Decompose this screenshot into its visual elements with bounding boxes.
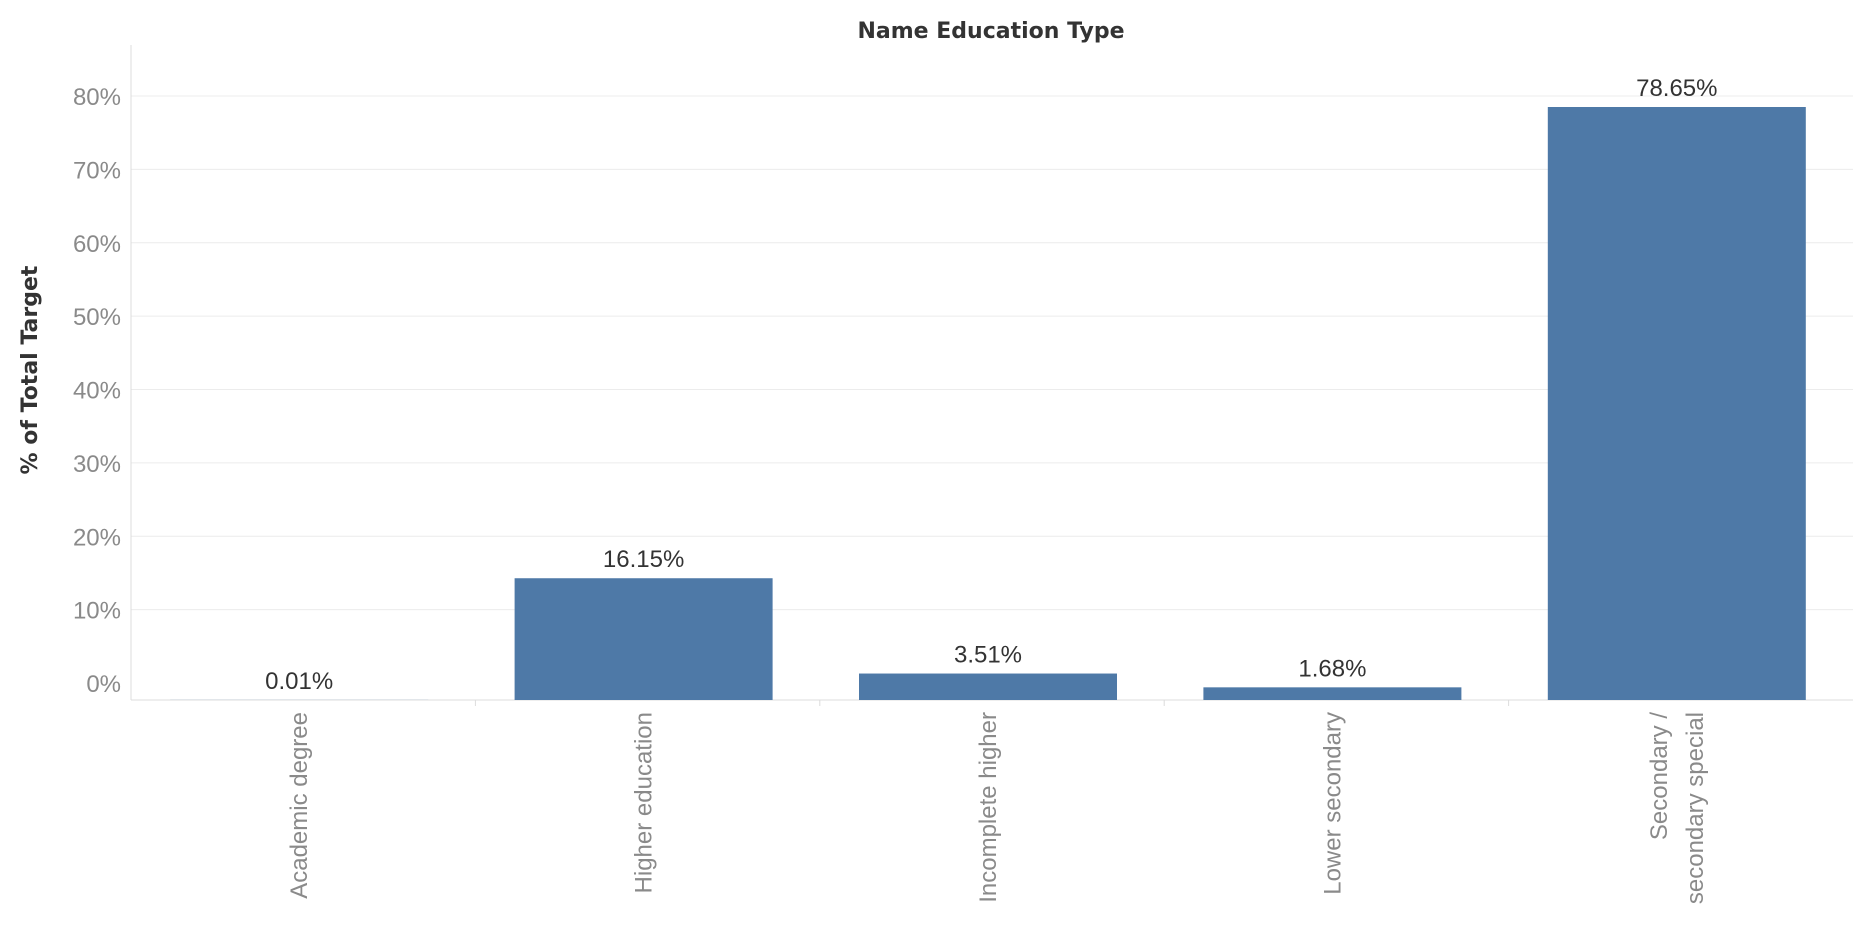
chart-title: Name Education Type	[858, 19, 1125, 44]
data-label: 78.65%	[1636, 75, 1717, 102]
y-tick-label: 40%	[73, 378, 121, 405]
data-label: 3.51%	[954, 642, 1022, 669]
bars	[170, 107, 1806, 700]
x-tick-label-line: Secondary /	[1646, 712, 1673, 840]
x-axis-ticks: Academic degree Higher education Incomplet…	[286, 700, 1709, 904]
y-tick-label: 0%	[86, 671, 121, 698]
y-tick-label: 30%	[73, 451, 121, 478]
bar	[1203, 687, 1462, 700]
x-tick-label: Lower secondary	[1319, 712, 1346, 895]
y-tick-label: 50%	[73, 304, 121, 331]
data-label: 1.68%	[1298, 655, 1366, 682]
y-tick-label: 60%	[73, 231, 121, 258]
x-tick-label: Higher education	[631, 712, 658, 893]
x-tick-label-line: Incomplete higher	[975, 712, 1002, 903]
data-labels: 0.01% 16.15% 3.51% 1.68% 78.65%	[265, 75, 1717, 695]
y-tick-label: 80%	[73, 84, 121, 111]
x-tick-label: Academic degree	[286, 712, 313, 899]
x-tick-label-line: Lower secondary	[1319, 712, 1346, 895]
y-axis-ticks: 0% 10% 20% 30% 40% 50% 60% 70% 80%	[73, 84, 121, 698]
y-axis-label: % of Total Target	[18, 265, 43, 474]
x-tick-label-line: secondary special	[1682, 712, 1709, 904]
gridlines	[131, 95, 1853, 611]
data-label: 0.01%	[265, 668, 333, 695]
x-tick-label-line: Academic degree	[286, 712, 313, 899]
y-tick-label: 70%	[73, 157, 121, 184]
bar	[514, 578, 773, 700]
data-label: 16.15%	[603, 546, 684, 573]
y-tick-label: 10%	[73, 598, 121, 625]
x-tick-label: Incomplete higher	[975, 712, 1002, 903]
bar	[1547, 107, 1806, 700]
y-tick-label: 20%	[73, 524, 121, 551]
x-tick-label-line: Higher education	[631, 712, 658, 893]
bar	[859, 673, 1117, 700]
x-tick-label: Secondary / secondary special	[1646, 712, 1709, 904]
